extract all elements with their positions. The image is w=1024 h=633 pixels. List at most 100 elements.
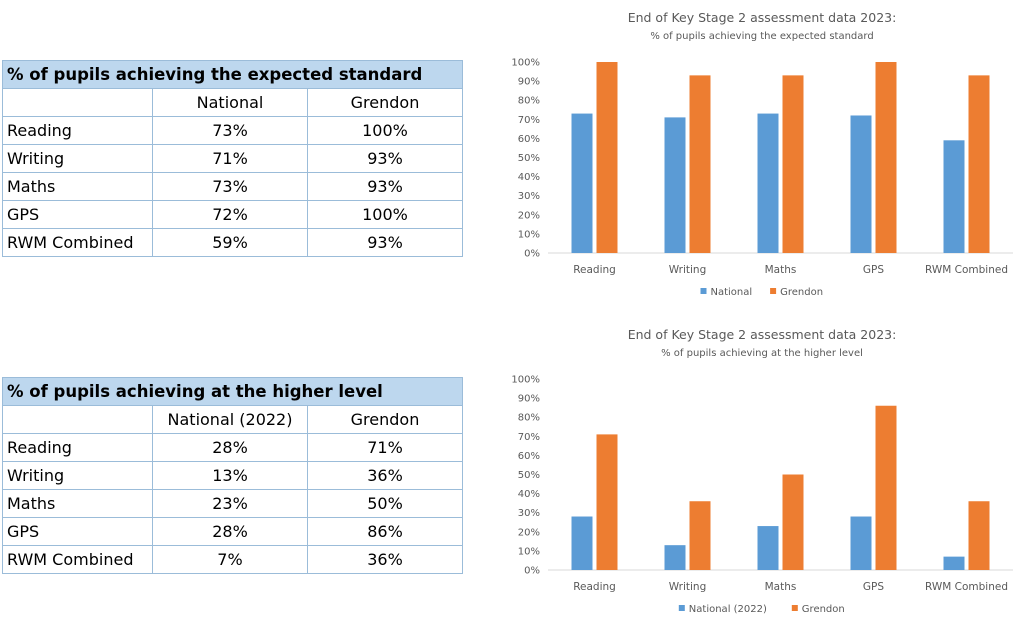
bar-grendon-reading — [596, 62, 618, 253]
y-tick-label: 70% — [518, 115, 540, 126]
grendon-value: 100% — [307, 116, 463, 145]
y-tick-label: 10% — [518, 229, 540, 240]
y-tick-label: 50% — [518, 470, 540, 481]
bar-grendon-writing — [689, 501, 711, 570]
table-header-row: National Grendon — [2, 88, 463, 117]
x-tick-label: Maths — [765, 581, 797, 593]
row-label: Reading — [2, 433, 153, 462]
x-tick-label: Maths — [765, 264, 797, 276]
expected-standard-chart: End of Key Stage 2 assessment data 2023:… — [511, 10, 1013, 298]
legend-label: National — [711, 287, 753, 298]
table-row: GPS 72% 100% — [2, 200, 463, 229]
x-tick-label: RWM Combined — [925, 264, 1008, 276]
table-row: RWM Combined 59% 93% — [2, 228, 463, 257]
higher-level-chart: End of Key Stage 2 assessment data 2023:… — [511, 327, 1013, 615]
y-tick-label: 60% — [518, 451, 540, 462]
grendon-value: 86% — [306, 517, 464, 546]
national-value: 72% — [152, 200, 308, 229]
table-title-row: % of pupils achieving the expected stand… — [2, 60, 463, 89]
row-label: Writing — [2, 461, 153, 490]
grendon-value: 36% — [306, 461, 464, 490]
y-tick-label: 30% — [518, 191, 540, 202]
higher-level-table: % of pupils achieving at the higher leve… — [1, 377, 464, 574]
grendon-value: 93% — [307, 228, 463, 257]
legend-label: National (2022) — [689, 604, 767, 615]
bar-grendon-gps — [875, 62, 897, 253]
y-tick-label: 70% — [518, 432, 540, 443]
y-tick-label: 40% — [518, 489, 540, 500]
table-header-row: National (2022) Grendon — [2, 405, 464, 434]
legend-swatch — [770, 288, 777, 294]
grendon-value: 93% — [307, 172, 463, 201]
y-tick-label: 100% — [511, 58, 540, 69]
bar-national-gps — [850, 516, 872, 570]
national-value: 28% — [152, 517, 308, 546]
bar-national-writing — [664, 545, 686, 570]
bar-national-reading — [571, 516, 593, 570]
y-tick-label: 40% — [518, 172, 540, 183]
table-row: GPS 28% 86% — [2, 517, 464, 546]
bar-national-gps — [850, 115, 872, 253]
bar-grendon-maths — [782, 474, 804, 570]
x-tick-label: Writing — [669, 264, 707, 276]
bar-grendon-maths — [782, 75, 804, 254]
legend-swatch — [700, 288, 707, 294]
table-row: Reading 73% 100% — [2, 116, 463, 145]
x-tick-label: Reading — [573, 264, 616, 276]
grendon-value: 71% — [306, 433, 464, 462]
column-header-national: National (2022) — [152, 405, 308, 434]
y-tick-label: 20% — [518, 527, 540, 538]
bar-national-reading — [571, 113, 593, 253]
bar-national-maths — [757, 526, 779, 570]
bar-grendon-gps — [875, 405, 897, 570]
table-row: RWM Combined 7% 36% — [2, 545, 464, 574]
bar-grendon-rwm-combined — [968, 501, 990, 570]
y-tick-label: 90% — [518, 77, 540, 88]
y-tick-label: 80% — [518, 413, 540, 424]
x-tick-label: RWM Combined — [925, 581, 1008, 593]
chart-subtitle: % of pupils achieving the expected stand… — [650, 31, 873, 42]
legend-swatch — [791, 605, 798, 611]
legend-label: Grendon — [780, 287, 823, 298]
column-header-grendon: Grendon — [306, 405, 464, 434]
legend-swatch — [678, 605, 685, 611]
row-label: RWM Combined — [2, 228, 153, 257]
bar-national-maths — [757, 113, 779, 253]
bar-national-rwm-combined — [943, 556, 965, 570]
column-header — [2, 405, 153, 434]
x-tick-label: GPS — [863, 581, 884, 593]
national-value: 28% — [152, 433, 308, 462]
y-tick-label: 0% — [524, 566, 540, 577]
y-tick-label: 30% — [518, 508, 540, 519]
y-tick-label: 10% — [518, 546, 540, 557]
y-tick-label: 20% — [518, 210, 540, 221]
chart-title: End of Key Stage 2 assessment data 2023: — [628, 327, 897, 342]
x-tick-label: Reading — [573, 581, 616, 593]
table-row: Writing 13% 36% — [2, 461, 464, 490]
chart-subtitle: % of pupils achieving at the higher leve… — [661, 348, 863, 359]
national-value: 7% — [152, 545, 308, 574]
x-tick-label: Writing — [669, 581, 707, 593]
expected-standard-table: % of pupils achieving the expected stand… — [2, 60, 463, 257]
legend-label: Grendon — [802, 604, 845, 615]
bar-grendon-reading — [596, 434, 618, 570]
y-tick-label: 90% — [518, 394, 540, 405]
y-tick-label: 80% — [518, 96, 540, 107]
bar-national-writing — [664, 117, 686, 253]
y-tick-label: 50% — [518, 153, 540, 164]
chart-title: End of Key Stage 2 assessment data 2023: — [628, 10, 897, 25]
x-tick-label: GPS — [863, 264, 884, 276]
row-label: RWM Combined — [2, 545, 153, 574]
table-row: Writing 71% 93% — [2, 144, 463, 173]
bar-grendon-rwm-combined — [968, 75, 990, 254]
table-row: Reading 28% 71% — [2, 433, 464, 462]
row-label: Maths — [2, 172, 153, 201]
row-label: GPS — [2, 200, 153, 229]
national-value: 71% — [152, 144, 308, 173]
y-tick-label: 60% — [518, 134, 540, 145]
row-label: Writing — [2, 144, 153, 173]
national-value: 59% — [152, 228, 308, 257]
grendon-value: 36% — [306, 545, 464, 574]
bar-grendon-writing — [689, 75, 711, 254]
y-tick-label: 100% — [511, 375, 540, 386]
